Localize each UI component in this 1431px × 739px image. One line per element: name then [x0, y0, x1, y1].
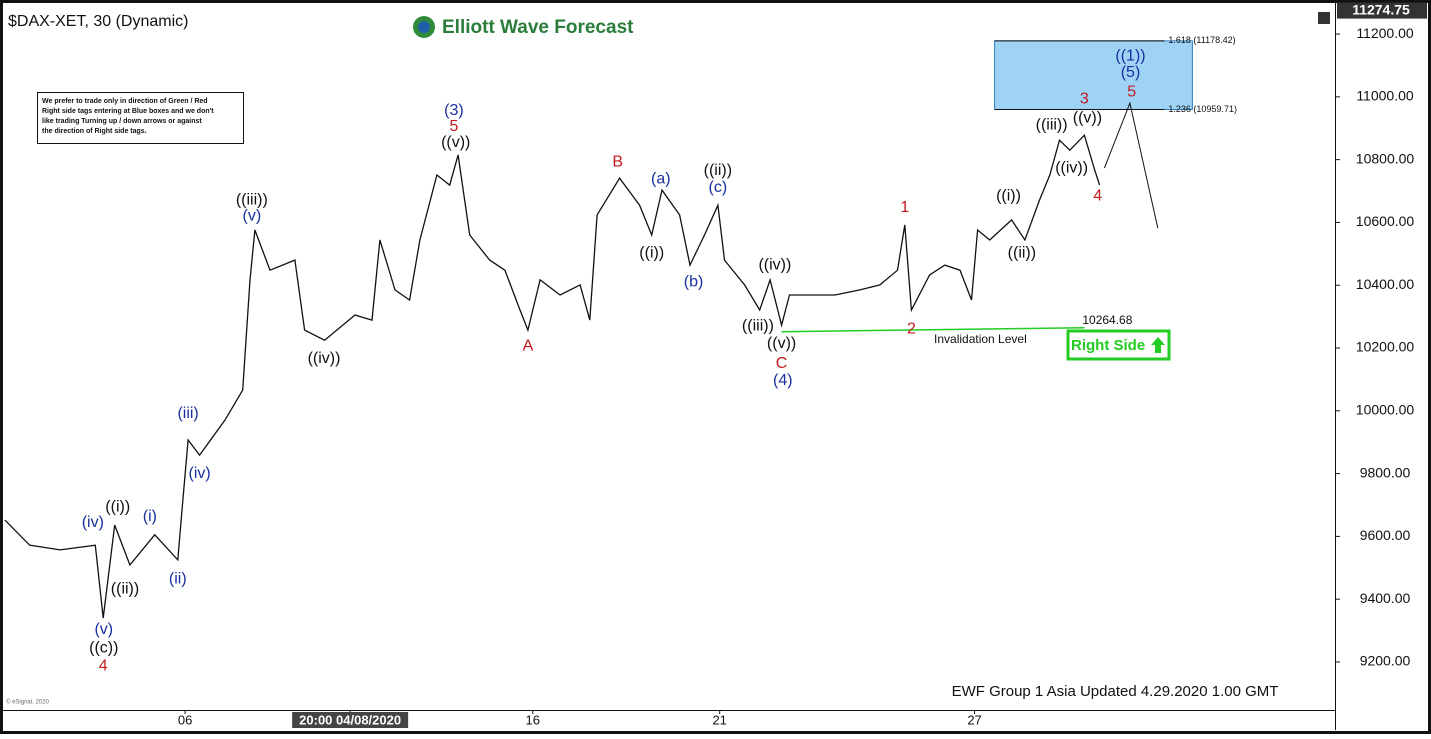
wave-label: ((iv))	[758, 256, 791, 273]
wave-label: ((iv))	[1055, 159, 1088, 176]
y-tick-label: 9800.00	[1360, 464, 1411, 480]
wave-label: C	[776, 355, 788, 372]
wave-label: 1	[900, 199, 909, 216]
note-line: Right side tags entering at Blue boxes a…	[42, 108, 214, 115]
wave-label: 3	[1080, 90, 1089, 107]
wave-label: (c)	[709, 179, 728, 196]
projection-path	[1103, 101, 1159, 229]
note-line: the direction of Right side tags.	[42, 128, 147, 135]
x-tick-label: 21	[712, 712, 726, 727]
x-tick-label: 06	[178, 712, 192, 727]
brand-logo: Elliott Wave Forecast	[413, 16, 634, 38]
wave-label: (b)	[684, 273, 704, 290]
fib-level-label: 1.618 (11178.42)	[1168, 35, 1235, 45]
wave-label: ((v))	[441, 134, 470, 151]
invalidation-line	[781, 326, 1085, 333]
right-side-arrow	[1151, 337, 1165, 353]
note-line: We prefer to trade only in direction of …	[42, 98, 208, 105]
wave-label: (iv)	[189, 465, 211, 482]
wave-label: ((ii))	[704, 162, 732, 179]
chart-menu-icon	[1318, 12, 1330, 24]
wave-label: (iv)	[82, 514, 104, 531]
y-tick-label: 10000.00	[1356, 402, 1415, 418]
wave-label: ((iii))	[742, 317, 774, 334]
wave-label: ((iii))	[1036, 116, 1068, 133]
x-tick-label: 20:00 04/08/2020	[299, 712, 401, 727]
wave-label: (iii)	[177, 405, 198, 422]
wave-label: ((i))	[639, 244, 664, 261]
note-line: like trading Turning up / down arrows or…	[42, 118, 202, 125]
wave-label: 5	[1127, 83, 1136, 100]
wave-label: A	[523, 337, 534, 354]
wave-label: 4	[1093, 187, 1102, 204]
x-cursor-box	[292, 712, 409, 728]
wave-label: (3)	[444, 102, 464, 119]
y-tick-label: 9600.00	[1360, 527, 1411, 543]
x-tick-label: 27	[967, 712, 981, 727]
right-side-tag: Right Side	[1066, 329, 1171, 361]
y-tick-label: 11000.00	[1356, 88, 1414, 104]
target-box	[994, 40, 1193, 110]
y-tick-label: 10600.00	[1356, 213, 1415, 229]
wave-label: (v)	[94, 621, 113, 638]
right-side-label: Right Side	[1071, 337, 1145, 354]
y-tick-label: 9400.00	[1360, 590, 1411, 606]
wave-label: ((v))	[1073, 109, 1102, 126]
plot: 1.618 (11178.42) 1.236 (10959.71) 10264.68…	[4, 35, 1237, 674]
wave-label: (5)	[1121, 64, 1141, 81]
wave-label: (4)	[773, 372, 793, 389]
wave-label: ((ii))	[1008, 244, 1036, 261]
wave-label: 5	[449, 118, 458, 135]
logo-icon-inner	[418, 21, 430, 33]
invalidation-label: Invalidation Level	[934, 332, 1027, 346]
x-tick-label: 16	[526, 712, 540, 727]
wave-label: ((v))	[767, 335, 796, 352]
note: We prefer to trade only in direction of …	[42, 98, 214, 135]
wave-label: (i)	[143, 508, 157, 525]
fib-level-label: 1.236 (10959.71)	[1168, 104, 1237, 114]
last-price: 11274.75	[1352, 1, 1410, 17]
wave-label: ((i))	[996, 187, 1021, 204]
invalidation-value: 10264.68	[1082, 313, 1132, 327]
y-tick-label: 9200.00	[1360, 653, 1411, 669]
wave-label: 4	[99, 657, 108, 674]
footer: EWF Group 1 Asia Updated 4.29.2020 1.00 …	[952, 683, 1279, 700]
last-price-box	[1337, 2, 1427, 19]
wave-label: ((iii))	[236, 191, 268, 208]
wave-label: ((i))	[105, 498, 130, 515]
y-tick-label: 10400.00	[1356, 276, 1415, 292]
note-box	[37, 92, 244, 144]
wave-label: ((1))	[1115, 47, 1145, 64]
wave-label: ((ii))	[111, 580, 139, 597]
y-tick-label: 10200.00	[1356, 339, 1415, 355]
wave-label: ((iv))	[308, 350, 341, 367]
wave-label: (a)	[651, 170, 671, 187]
wave-label: ((c))	[89, 639, 118, 656]
wave-label: (ii)	[169, 570, 187, 587]
wave-label: (v)	[243, 207, 262, 224]
source: © eSignal, 2020	[6, 699, 49, 706]
wave-label: 2	[907, 320, 916, 337]
y-tick-label: 11200.00	[1356, 25, 1414, 41]
wave-label: B	[612, 153, 623, 170]
y-tick-label: 10800.00	[1356, 150, 1415, 166]
brand-name: Elliott Wave Forecast	[442, 17, 634, 38]
chart-title: $DAX-XET, 30 (Dynamic)	[8, 13, 189, 30]
price-line	[4, 133, 1101, 619]
